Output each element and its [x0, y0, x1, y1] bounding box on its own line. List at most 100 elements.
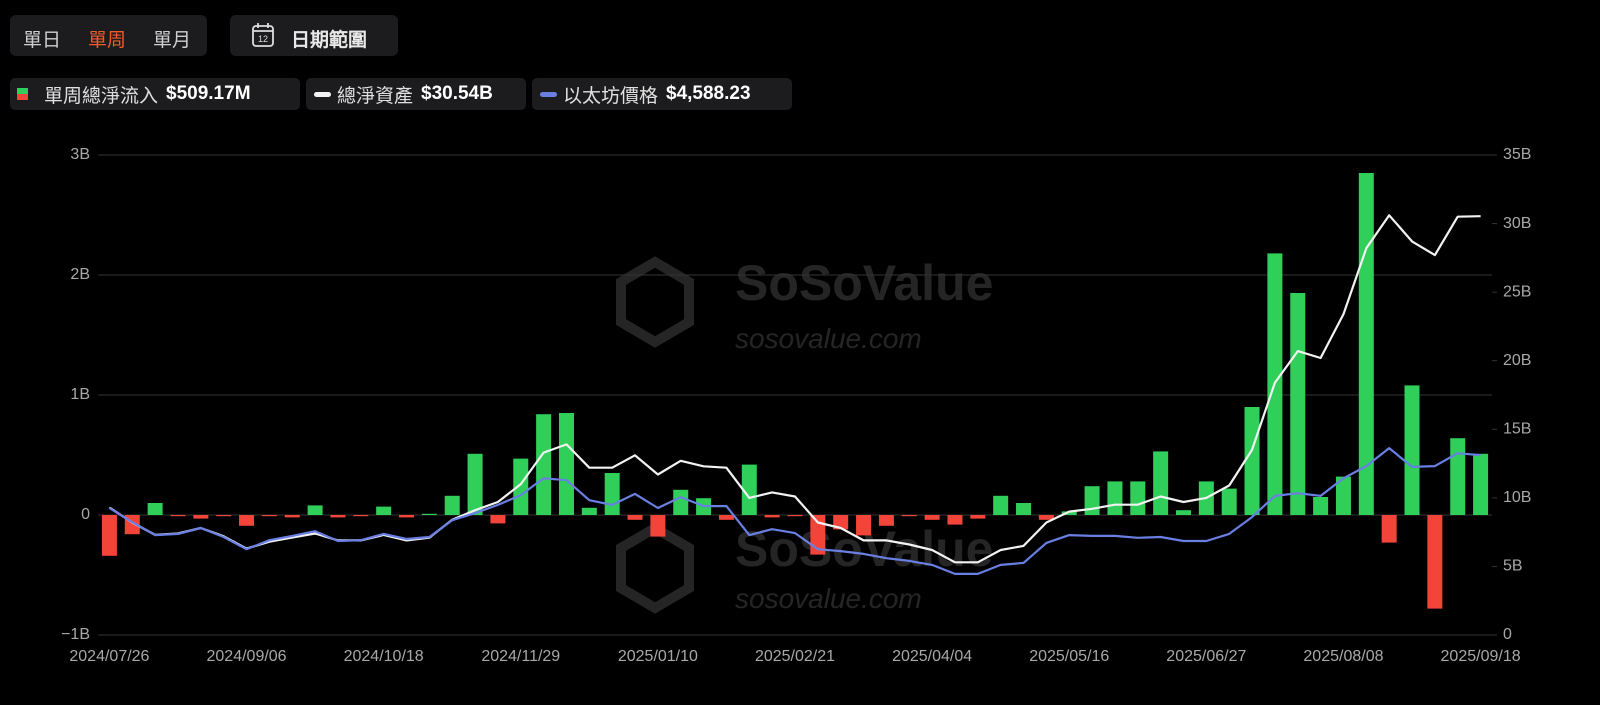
bar	[1130, 481, 1146, 515]
watermark-url: sosovalue.com	[735, 323, 922, 354]
x-tick-label: 2025/09/18	[1441, 648, 1521, 665]
bar	[399, 515, 415, 518]
legend-swatch	[540, 91, 557, 97]
legend-swatch	[314, 91, 331, 97]
legend-value: $4,588.23	[666, 83, 751, 104]
bar	[1107, 481, 1123, 515]
bar	[101, 515, 117, 556]
watermark-url: sosovalue.com	[735, 583, 922, 614]
y2-tick-label: 30B	[1503, 215, 1531, 232]
y-tick-label: −1B	[61, 626, 90, 643]
bar	[1084, 486, 1100, 515]
legend-swatch	[17, 88, 28, 100]
bar	[993, 495, 1009, 515]
legend-value: $509.17M	[166, 83, 251, 104]
date-range-button[interactable]: 12 日期範圍	[230, 15, 398, 56]
bar	[627, 515, 643, 520]
x-tick-label: 2024/09/06	[207, 648, 287, 665]
y-tick-label: 2B	[70, 266, 90, 283]
x-tick-label: 2025/01/10	[618, 648, 698, 665]
interval-tabs: 單日 單周 單月	[10, 15, 207, 56]
bar	[787, 515, 803, 517]
x-tick-label: 2025/05/16	[1029, 648, 1109, 665]
calendar-icon: 12	[252, 23, 274, 47]
y2-tick-label: 35B	[1503, 146, 1531, 163]
bar	[467, 453, 483, 515]
bar	[1473, 453, 1489, 515]
bar	[1221, 488, 1237, 515]
y2-tick-label: 25B	[1503, 283, 1531, 300]
bar	[284, 515, 300, 518]
y2-tick-label: 5B	[1503, 558, 1523, 575]
bar	[856, 515, 872, 536]
legend-value: $30.54B	[421, 83, 493, 104]
bar	[193, 515, 209, 519]
bar	[833, 515, 849, 530]
bar	[947, 515, 963, 525]
bar	[718, 515, 734, 520]
bar	[1404, 385, 1420, 515]
bar	[421, 513, 437, 515]
bar	[1016, 503, 1032, 515]
tab[interactable]: 單周	[88, 30, 127, 51]
legend-label: 總淨資產	[337, 85, 414, 107]
bar	[673, 489, 689, 515]
bar	[1381, 515, 1397, 543]
bar	[147, 503, 163, 515]
bar	[307, 505, 323, 515]
x-tick-label: 2025/06/27	[1166, 648, 1246, 665]
watermark-brand: SoSoValue	[735, 255, 993, 311]
bar	[1427, 515, 1443, 609]
legend-item[interactable]: 單周總淨流入 $509.17M	[10, 78, 300, 110]
bar	[444, 495, 460, 515]
line	[108, 447, 1481, 575]
bar	[1450, 438, 1466, 515]
bar	[536, 414, 552, 515]
bar	[924, 515, 940, 520]
legend-item[interactable]: 總淨資產 $30.54B	[306, 78, 526, 110]
bar	[901, 515, 917, 517]
tab[interactable]: 單日	[23, 30, 62, 51]
calendar-day: 12	[258, 34, 268, 44]
legend-item[interactable]: 以太坊價格 $4,588.23	[532, 78, 792, 110]
legend-label: 單周總淨流入	[44, 85, 159, 107]
bar	[376, 506, 392, 515]
bar	[650, 515, 666, 537]
bar	[513, 458, 529, 515]
x-tick-label: 2025/08/08	[1303, 648, 1383, 665]
y2-tick-label: 20B	[1503, 352, 1531, 369]
date-range-label: 日期範圍	[291, 30, 368, 51]
x-tick-label: 2024/07/26	[69, 648, 149, 665]
bar	[216, 515, 232, 517]
bar	[1313, 497, 1329, 515]
tab[interactable]: 單月	[153, 30, 192, 51]
bar	[330, 515, 346, 518]
bar	[1358, 173, 1374, 515]
bar	[1038, 515, 1054, 520]
bar	[1061, 511, 1077, 515]
bar	[741, 464, 757, 515]
bar	[558, 413, 574, 515]
bar	[970, 515, 986, 519]
watermark: SoSoValue sosovalue.com SoSoValue sosova…	[616, 255, 993, 614]
legend-label: 以太坊價格	[563, 85, 659, 107]
bar	[764, 515, 780, 518]
bar	[490, 515, 506, 524]
bar	[581, 507, 597, 515]
x-tick-label: 2025/04/04	[892, 648, 972, 665]
x-tick-label: 2025/02/21	[755, 648, 835, 665]
y-tick-label: 0	[81, 506, 90, 523]
y2-tick-label: 15B	[1503, 421, 1531, 438]
bar	[353, 515, 369, 517]
y-tick-label: 1B	[70, 386, 90, 403]
bar	[239, 515, 255, 526]
bar	[1175, 510, 1191, 515]
bar	[604, 473, 620, 515]
y2-tick-label: 10B	[1503, 489, 1531, 506]
x-tick-label: 2024/11/29	[481, 648, 560, 665]
bar	[1244, 407, 1260, 515]
y-tick-label: 3B	[70, 146, 90, 163]
bar	[810, 515, 826, 555]
